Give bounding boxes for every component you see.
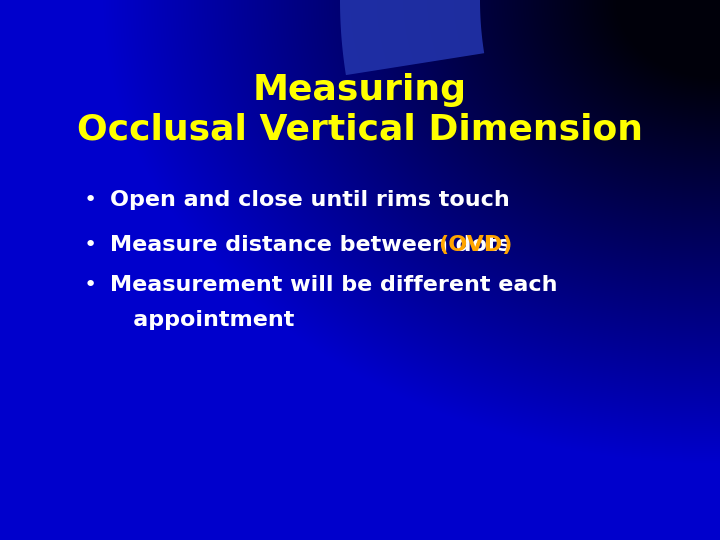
Text: Occlusal Vertical Dimension: Occlusal Vertical Dimension xyxy=(77,113,643,147)
Text: appointment: appointment xyxy=(110,310,294,330)
Text: •: • xyxy=(84,235,96,255)
Text: Measurement will be different each: Measurement will be different each xyxy=(110,275,557,295)
Polygon shape xyxy=(340,0,695,75)
Text: Measure distance between dots: Measure distance between dots xyxy=(110,235,518,255)
Text: •: • xyxy=(84,275,96,295)
Text: (OVD): (OVD) xyxy=(438,235,513,255)
Text: Open and close until rims touch: Open and close until rims touch xyxy=(110,190,510,210)
Text: •: • xyxy=(84,190,96,210)
Text: Measuring: Measuring xyxy=(253,73,467,107)
